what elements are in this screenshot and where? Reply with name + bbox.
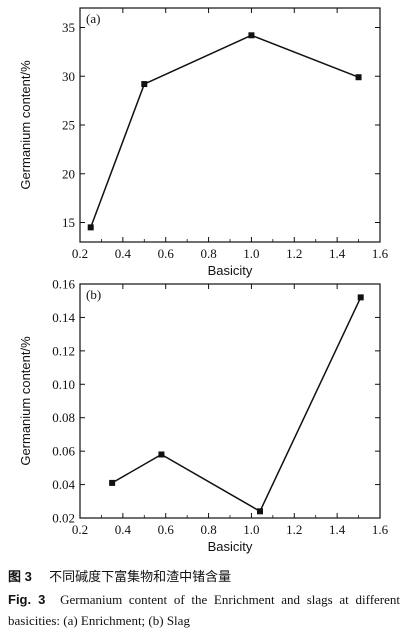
- panel-b-xtick-label: 1.2: [286, 522, 302, 537]
- caption-en-text: Germanium content of the Enrichment and …: [8, 592, 400, 628]
- panel-a-xaxis-title: Basicity: [208, 263, 253, 278]
- panel-a-xtick-label: 1.0: [243, 246, 259, 261]
- panel-b-xtick-label: 0.2: [72, 522, 88, 537]
- panel-b-xtick-label: 0.6: [158, 522, 175, 537]
- panel-a-ytick-label: 30: [62, 69, 75, 84]
- panel-a-data-point: [141, 81, 148, 88]
- caption-cn-text: 不同碱度下富集物和渣中锗含量: [49, 570, 232, 585]
- panel-a-ytick-label: 25: [62, 118, 75, 133]
- panel-b-data-point: [158, 451, 165, 458]
- panel-a-data-point: [248, 32, 255, 39]
- panel-b-series-line: [111, 297, 362, 513]
- panel-b-ytick-label: 0.16: [52, 277, 75, 292]
- panel-b-xaxis-title: Basicity: [208, 539, 253, 554]
- caption-cn-number: 图 3: [8, 569, 32, 584]
- panel-b-data-point: [109, 479, 116, 486]
- panel-a-yaxis-title: Germanium content/%: [18, 60, 33, 190]
- panel-b-label: (b): [86, 287, 101, 302]
- figure-caption-chinese: 图 3 不同碱度下富集物和渣中锗含量: [8, 566, 400, 588]
- panel-a-data-point: [355, 74, 362, 81]
- panel-b-xtick-label: 0.4: [115, 522, 132, 537]
- panel-b-ytick-label: 0.08: [52, 410, 75, 425]
- panel-b-data-point: [257, 508, 263, 515]
- panel-a-frame: [79, 7, 381, 243]
- panel-a-data-point: [87, 224, 94, 231]
- panel-a-ytick-label: 35: [62, 20, 75, 35]
- panel-a-xtick-label: 0.2: [72, 246, 88, 261]
- panel-b-ytick-label: 0.10: [52, 377, 75, 392]
- caption-en-number: Fig. 3: [8, 592, 46, 607]
- panel-a-xtick-label: 0.6: [158, 246, 175, 261]
- panel-b-xtick-label: 1.6: [372, 522, 389, 537]
- panel-b-yaxis-title: Germanium content/%: [18, 336, 33, 466]
- panel-a-ytick-label: 15: [62, 215, 75, 230]
- figure: 0.2 0.4 0.6 0.8 1.0 1.2 1.4 1.6 15 20 25 30 35 Basici…: [18, 7, 389, 554]
- panel-b-xtick-label: 0.8: [200, 522, 216, 537]
- panel-b-frame: [79, 283, 381, 519]
- panel-b-data-point: [357, 294, 364, 301]
- panel-b-ytick-label: 0.06: [52, 444, 75, 459]
- panel-a-xtick-label: 1.4: [329, 246, 346, 261]
- panel-b-ytick-label: 0.14: [52, 310, 75, 325]
- panel-a-xtick-label: 0.4: [115, 246, 132, 261]
- panel-b-ytick-label: 0.12: [52, 343, 75, 358]
- panel-a-series-line: [89, 34, 359, 228]
- panel-a-xtick-label: 1.6: [372, 246, 389, 261]
- panel-b-xtick-label: 1.4: [329, 522, 346, 537]
- panel-a-xtick-label: 0.8: [200, 246, 216, 261]
- panel-a-label: (a): [86, 11, 100, 26]
- panel-a-ytick-label: 20: [62, 166, 75, 181]
- panel-b-ytick-label: 0.04: [52, 477, 75, 492]
- panel-a-xtick-label: 1.2: [286, 246, 302, 261]
- panel-b-xtick-label: 1.0: [243, 522, 259, 537]
- figure-caption-english: Fig. 3 Germanium content of the Enrichme…: [8, 589, 400, 631]
- panel-b-ytick-label: 0.02: [52, 511, 75, 526]
